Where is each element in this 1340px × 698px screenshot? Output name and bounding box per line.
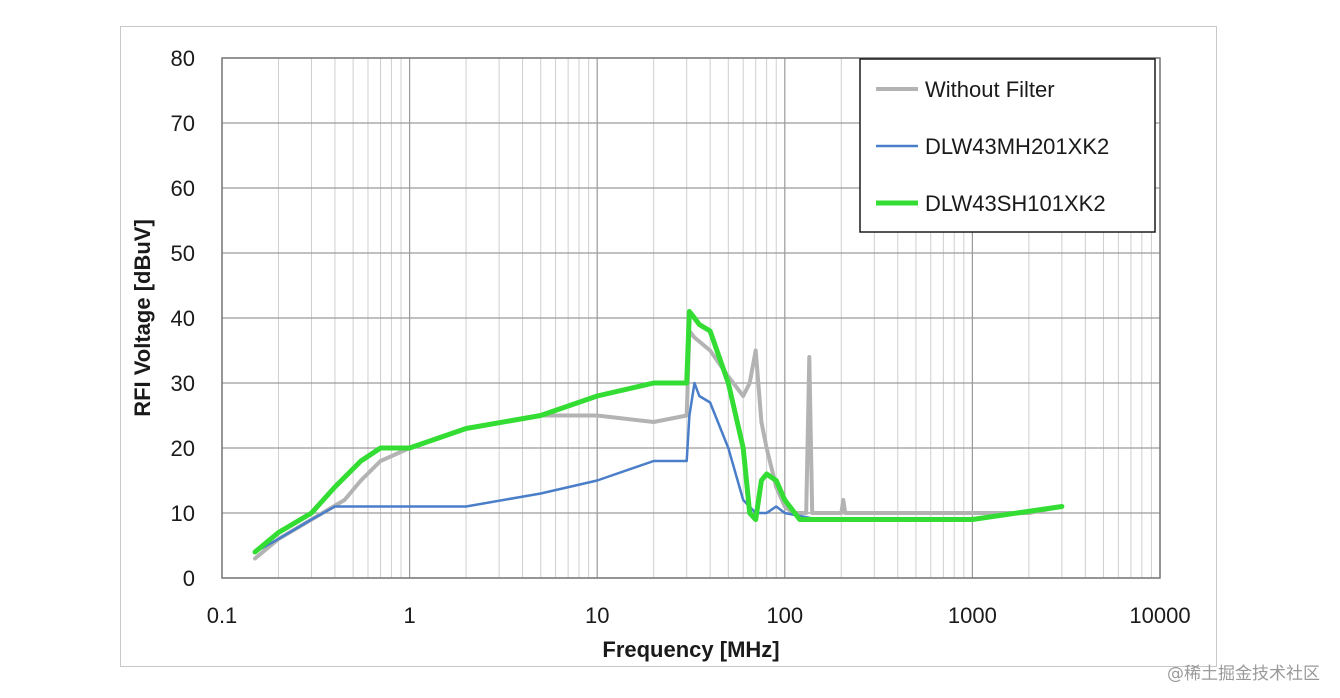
y-tick-label: 50 bbox=[171, 241, 195, 266]
series-line-dlw43mh201xk2 bbox=[253, 381, 1064, 554]
y-tick-label: 0 bbox=[183, 566, 195, 591]
legend-label-dlw43mh201xk2: DLW43MH201XK2 bbox=[925, 134, 1109, 159]
y-tick-label: 30 bbox=[171, 371, 195, 396]
y-tick-label: 70 bbox=[171, 111, 195, 136]
x-tick-label: 1000 bbox=[948, 603, 997, 628]
x-tick-label: 100 bbox=[766, 603, 803, 628]
x-tick-label: 0.1 bbox=[207, 603, 238, 628]
x-tick-label: 10000 bbox=[1129, 603, 1190, 628]
series-layer bbox=[252, 309, 1065, 561]
y-tick-label: 60 bbox=[171, 176, 195, 201]
x-axis-title: Frequency [MHz] bbox=[602, 637, 779, 662]
y-tick-label: 40 bbox=[171, 306, 195, 331]
y-tick-label: 20 bbox=[171, 436, 195, 461]
series-line-dlw43sh101xk2 bbox=[252, 309, 1065, 555]
series-line-without-filter bbox=[253, 329, 1064, 561]
legend: Without Filter DLW43MH201XK2 DLW43SH101X… bbox=[859, 58, 1156, 233]
y-tick-labels: 0 10 20 30 40 50 60 70 80 bbox=[171, 46, 195, 591]
x-tick-label: 1 bbox=[403, 603, 415, 628]
y-axis-title: RFI Voltage [dBuV] bbox=[130, 219, 155, 417]
y-tick-label: 10 bbox=[171, 501, 195, 526]
x-tick-label: 10 bbox=[585, 603, 609, 628]
watermark-text: @稀土掘金技术社区 bbox=[1167, 664, 1320, 684]
legend-label-without-filter: Without Filter bbox=[925, 77, 1055, 102]
plot-border bbox=[221, 57, 1161, 579]
y-tick-label: 80 bbox=[171, 46, 195, 71]
x-tick-labels: 0.1 1 10 100 1000 10000 bbox=[207, 603, 1191, 628]
legend-label-dlw43sh101xk2: DLW43SH101XK2 bbox=[925, 191, 1106, 216]
